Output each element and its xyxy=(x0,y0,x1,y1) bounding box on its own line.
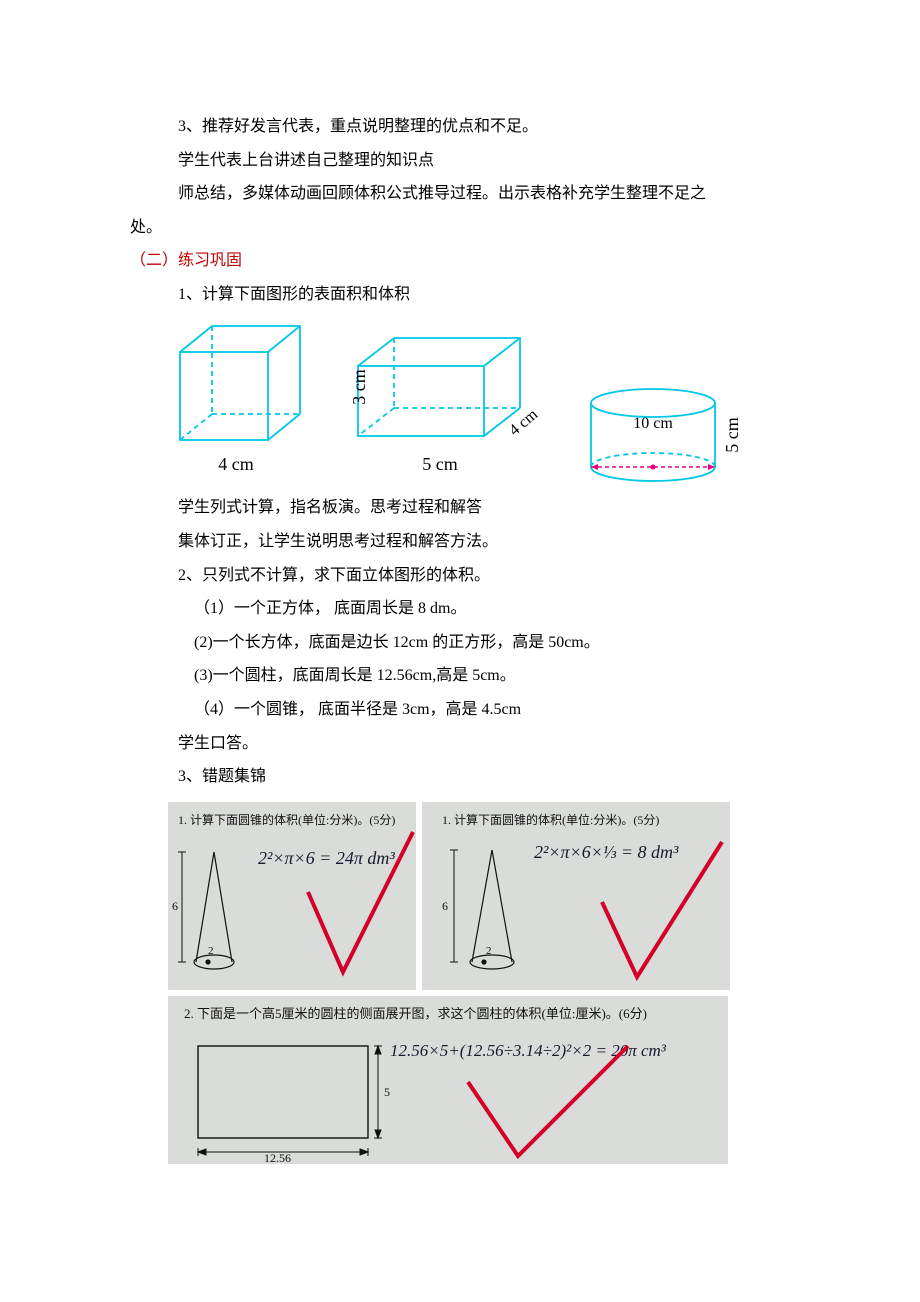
svg-text:6: 6 xyxy=(172,899,178,913)
svg-text:2²×π×6×⅓ = 8 dm³: 2²×π×6×⅓ = 8 dm³ xyxy=(534,842,679,862)
cylinder-figure: 10 cm 5 cm xyxy=(578,387,728,483)
cylinder-diameter-label: 10 cm xyxy=(633,407,673,441)
question: （1）一个正方体， 底面周长是 8 dm。 xyxy=(130,592,790,626)
cuboid-figure: 3 cm 4 cm 5 cm xyxy=(352,332,528,484)
paragraph: 2、只列式不计算，求下面立体图形的体积。 xyxy=(130,559,790,593)
section-heading: （二）练习巩固 xyxy=(130,244,790,278)
cuboid-height-label: 3 cm xyxy=(341,369,379,405)
paragraph: 学生代表上台讲述自己整理的知识点 xyxy=(130,144,790,178)
question: (2)一个长方体，底面是边长 12cm 的正方形，高是 50cm。 xyxy=(130,626,790,660)
shapes-row: 4 cm xyxy=(170,322,790,484)
paragraph: 学生列式计算，指名板演。思考过程和解答 xyxy=(130,491,790,525)
cube-svg xyxy=(170,322,302,442)
document-page: 3、推荐好发言代表，重点说明整理的优点和不足。 学生代表上台讲述自己整理的知识点… xyxy=(0,0,920,1204)
paragraph: 3、推荐好发言代表，重点说明整理的优点和不足。 xyxy=(130,110,790,144)
paragraph: 处。 xyxy=(130,211,790,245)
question: （4）一个圆锥， 底面半径是 3cm，高是 4.5cm xyxy=(130,693,790,727)
svg-text:2: 2 xyxy=(486,945,492,957)
error-photo-3: 2. 下面是一个高5厘米的圆柱的侧面展开图，求这个圆柱的体积(单位:厘米)。(6… xyxy=(168,996,728,1164)
svg-text:12.56: 12.56 xyxy=(264,1151,291,1164)
paragraph: 3、错题集锦 xyxy=(130,760,790,794)
question: (3)一个圆柱，底面周长是 12.56cm,高是 5cm。 xyxy=(130,659,790,693)
paragraph: 学生口答。 xyxy=(130,727,790,761)
cube-label: 4 cm xyxy=(218,446,254,484)
error-photo-2: 1. 计算下面圆锥的体积(单位:分米)。(5分) 6 2 2²×π×6×⅓ = … xyxy=(422,802,730,990)
paragraph: 1、计算下面图形的表面积和体积 xyxy=(130,278,790,312)
svg-text:6: 6 xyxy=(442,899,448,913)
svg-text:1. 计算下面圆锥的体积(单位:分米)。(5分): 1. 计算下面圆锥的体积(单位:分米)。(5分) xyxy=(442,812,659,827)
svg-text:2: 2 xyxy=(208,945,214,957)
svg-text:1. 计算下面圆锥的体积(单位:分米)。(5分): 1. 计算下面圆锥的体积(单位:分米)。(5分) xyxy=(178,812,395,827)
cube-figure: 4 cm xyxy=(170,322,302,484)
error-photo-1: 1. 计算下面圆锥的体积(单位:分米)。(5分) 6 2 2²×π×6 xyxy=(168,802,416,990)
svg-text:5: 5 xyxy=(384,1085,390,1099)
svg-text:2. 下面是一个高5厘米的圆柱的侧面展开图，求这个圆柱的体积: 2. 下面是一个高5厘米的圆柱的侧面展开图，求这个圆柱的体积(单位:厘米)。(6… xyxy=(184,1006,647,1021)
error-photos-top-row: 1. 计算下面圆锥的体积(单位:分米)。(5分) 6 2 2²×π×6 xyxy=(168,802,790,990)
paragraph: 集体订正，让学生说明思考过程和解答方法。 xyxy=(130,525,790,559)
cuboid-width-label: 5 cm xyxy=(422,446,458,484)
svg-text:2²×π×6 = 24π dm³: 2²×π×6 = 24π dm³ xyxy=(258,848,395,868)
cylinder-height-label: 5 cm xyxy=(713,418,751,454)
paragraph: 师总结，多媒体动画回顾体积公式推导过程。出示表格补充学生整理不足之 xyxy=(130,177,790,211)
